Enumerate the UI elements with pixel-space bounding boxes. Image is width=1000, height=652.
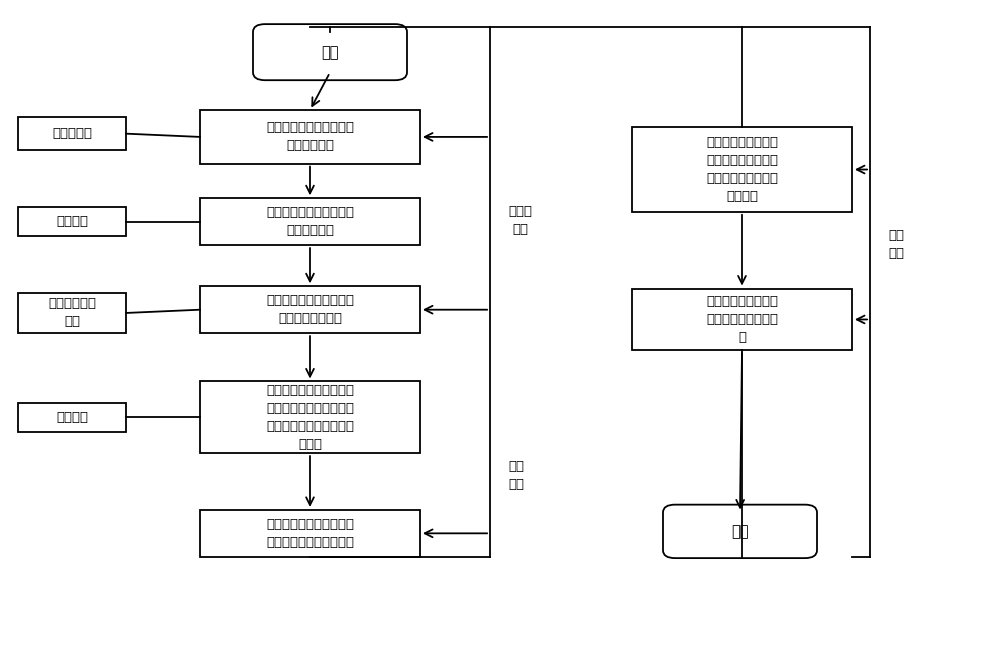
Text: 采集停电配变与其附近母
线的电压数据: 采集停电配变与其附近母 线的电压数据 <box>266 206 354 237</box>
FancyBboxPatch shape <box>663 505 817 558</box>
Text: 插值补全停电配变与其附
近母线的电压数据: 插值补全停电配变与其附 近母线的电压数据 <box>266 294 354 325</box>
Bar <box>18 207 126 236</box>
Text: 经纬度信息: 经纬度信息 <box>52 127 92 140</box>
Text: 皮尔逊相关系
数法: 皮尔逊相关系 数法 <box>48 297 96 329</box>
Bar <box>200 110 420 164</box>
Text: 阈值
计算: 阈值 计算 <box>508 460 524 491</box>
Text: 线性插值: 线性插值 <box>56 215 88 228</box>
FancyBboxPatch shape <box>253 24 407 80</box>
Bar <box>632 288 852 351</box>
Bar <box>18 293 126 333</box>
Text: 数据预
处理: 数据预 处理 <box>508 205 532 235</box>
Text: 最终确定线变关系异
常的配变及其应属线
路: 最终确定线变关系异 常的配变及其应属线 路 <box>706 295 778 344</box>
Text: 配变
修正: 配变 修正 <box>888 229 904 260</box>
Text: 结束: 结束 <box>731 524 749 539</box>
Bar <box>18 117 126 150</box>
Text: 将疑似线变关系异常
的停电配变修正到其
附近母线下最有可能
所属线路: 将疑似线变关系异常 的停电配变修正到其 附近母线下最有可能 所属线路 <box>706 136 778 203</box>
Text: 混淆矩阵: 混淆矩阵 <box>56 411 88 424</box>
Text: 计算应属母线下线路对应
的停电配变数占比及阈值: 计算应属母线下线路对应 的停电配变数占比及阈值 <box>266 518 354 549</box>
Text: 计算各停电配变与其附近
母线的相关系数指标，并
筛选出疑似应属母线及其
下线路: 计算各停电配变与其附近 母线的相关系数指标，并 筛选出疑似应属母线及其 下线路 <box>266 384 354 451</box>
Text: 采集配变的功率数据生成
停电配变集合: 采集配变的功率数据生成 停电配变集合 <box>266 121 354 153</box>
Bar <box>632 127 852 212</box>
Text: 开始: 开始 <box>321 44 339 60</box>
Bar <box>200 198 420 245</box>
Bar <box>200 286 420 333</box>
Bar <box>200 510 420 557</box>
Bar <box>18 402 126 432</box>
Bar <box>200 381 420 453</box>
